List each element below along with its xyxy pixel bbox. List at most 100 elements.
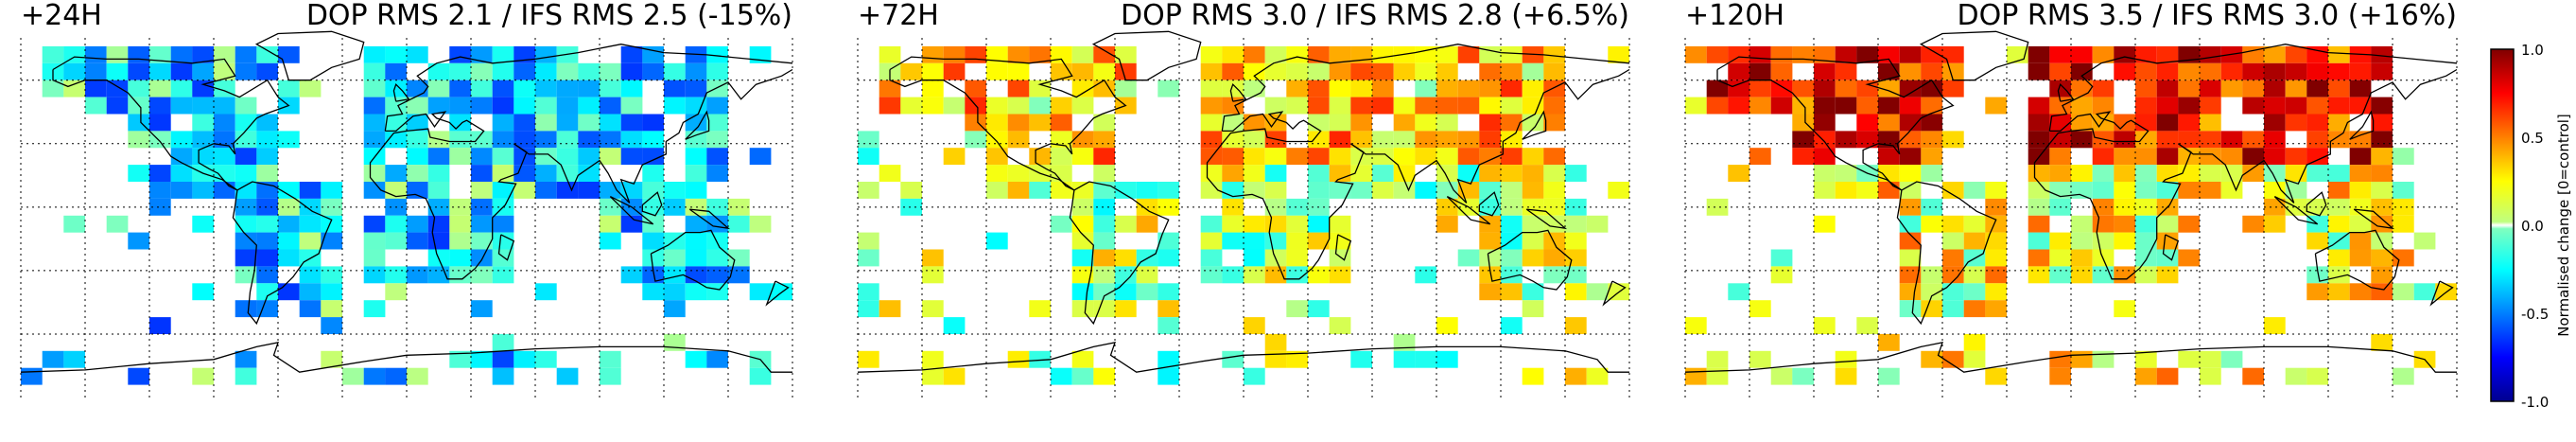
heatmap-cell: [1479, 148, 1501, 166]
heatmap-cell: [385, 80, 407, 97]
heatmap-cell: [1706, 97, 1729, 115]
heatmap-cell: [685, 165, 707, 182]
heatmap-cell: [1115, 80, 1137, 97]
heatmap-cell: [1457, 97, 1480, 115]
coastline: [2306, 191, 2327, 217]
heatmap-cell: [1029, 97, 1051, 115]
heatmap-cell: [1608, 182, 1629, 199]
heatmap-cell: [1543, 62, 1565, 80]
heatmap-cell: [1685, 45, 1707, 63]
heatmap-cell: [128, 131, 149, 149]
heatmap-cell: [449, 45, 471, 63]
heatmap-cell: [1222, 266, 1244, 284]
heatmap-cell: [2242, 131, 2264, 149]
heatmap-cell: [535, 114, 557, 132]
heatmap-cell: [2328, 131, 2350, 149]
heatmap-cell: [1264, 198, 1287, 216]
heatmap-cell: [1749, 45, 1771, 63]
heatmap-cell: [1393, 62, 1416, 80]
heatmap-cell: [922, 350, 944, 368]
heatmap-cell: [879, 80, 901, 97]
heatmap-cell: [535, 45, 557, 63]
heatmap-cell: [2200, 97, 2221, 115]
heatmap-cell: [556, 182, 579, 199]
heatmap-cell: [1308, 232, 1330, 250]
heatmap-cell: [363, 62, 386, 80]
heatmap-cell: [1264, 114, 1287, 132]
heatmap-cell: [449, 131, 471, 149]
heatmap-cell: [256, 198, 278, 216]
heatmap-cell: [85, 80, 107, 97]
heatmap-cell: [2371, 131, 2393, 149]
heatmap-cell: [1522, 300, 1544, 318]
heatmap-cell: [535, 350, 557, 368]
heatmap-cell: [2092, 215, 2115, 233]
heatmap-cell: [1501, 182, 1523, 199]
heatmap-cell: [642, 232, 664, 250]
heatmap-cell: [1921, 62, 1942, 80]
heatmap-cell: [1522, 97, 1544, 115]
heatmap-cell: [2135, 182, 2157, 199]
heatmap-cell: [1244, 182, 1265, 199]
heatmap-cell: [1007, 97, 1030, 115]
heatmap-cell: [1543, 80, 1565, 97]
heatmap-cell: [149, 80, 171, 97]
heatmap-cell: [642, 45, 664, 63]
heatmap-cell: [1007, 114, 1030, 132]
heatmap-cell: [1479, 283, 1501, 301]
heatmap-cell: [492, 249, 514, 267]
heatmap-cell: [1200, 45, 1223, 63]
heatmap-cell: [2220, 148, 2243, 166]
heatmap-cell: [427, 266, 450, 284]
heatmap-cell: [749, 283, 772, 301]
heatmap-cell: [256, 131, 278, 149]
coastline: [2353, 208, 2395, 230]
heatmap-cell: [1921, 215, 1942, 233]
heatmap-cell: [2178, 249, 2200, 267]
heatmap-cell: [965, 45, 986, 63]
heatmap-cell: [2178, 182, 2200, 199]
heatmap-cell: [128, 80, 149, 97]
heatmap-cell: [1685, 317, 1707, 334]
heatmap-cell: [2371, 114, 2393, 132]
heatmap-cell: [1963, 266, 1986, 284]
coastline: [392, 83, 410, 102]
heatmap-cell: [1749, 80, 1771, 97]
heatmap-cell: [492, 45, 514, 63]
heatmap-cell: [106, 215, 129, 233]
heatmap-cell: [1921, 283, 1942, 301]
heatmap-cell: [1685, 367, 1707, 385]
coastline: [2429, 280, 2454, 307]
heatmap-cell: [1565, 215, 1587, 233]
heatmap-cell: [235, 300, 257, 318]
heatmap-cell: [1942, 80, 1964, 97]
heatmap-cell: [363, 367, 386, 385]
heatmap-cell: [2092, 232, 2115, 250]
heatmap-cell: [943, 367, 966, 385]
heatmap-cell: [1543, 198, 1565, 216]
heatmap-cell: [728, 198, 750, 216]
heatmap-cell: [2306, 114, 2328, 132]
heatmap-cell: [128, 232, 149, 250]
heatmap-cell: [1286, 300, 1308, 318]
heatmap-cell: [342, 367, 364, 385]
heatmap-cell: [1093, 249, 1115, 267]
heatmap-cell: [278, 215, 300, 233]
heatmap-cell: [706, 97, 728, 115]
heatmap-cell: [256, 114, 278, 132]
heatmap-cell: [299, 182, 322, 199]
heatmap-cell: [2220, 350, 2243, 368]
heatmap-cell: [2071, 232, 2093, 250]
heatmap-cell: [1985, 367, 2007, 385]
heatmap-cell: [1115, 215, 1137, 233]
heatmap-cell: [1565, 367, 1587, 385]
heatmap-cell: [1244, 249, 1265, 267]
heatmap-cell: [1835, 367, 1857, 385]
heatmap-cell: [2178, 215, 2200, 233]
heatmap-cell: [1921, 165, 1942, 182]
heatmap-cell: [2306, 80, 2328, 97]
heatmap-cell: [513, 182, 535, 199]
heatmap-cell: [235, 266, 257, 284]
heatmap-cell: [1770, 62, 1793, 80]
panel-title: DOP RMS 3.5 / IFS RMS 3.0 (+16%): [1958, 0, 2457, 32]
